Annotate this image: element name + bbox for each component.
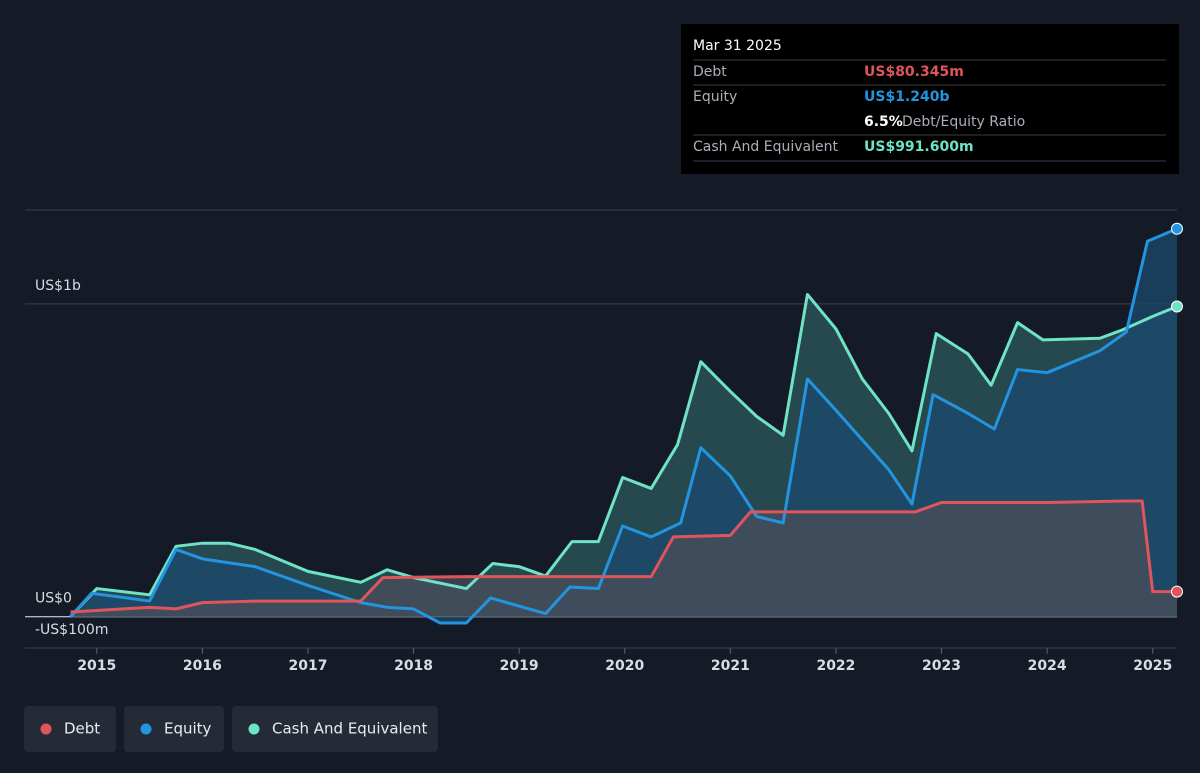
x-tick-label: 2016 bbox=[183, 658, 222, 674]
legend-item[interactable] bbox=[232, 706, 438, 752]
x-tick-label: 2022 bbox=[816, 658, 855, 674]
x-tick-label: 2018 bbox=[394, 658, 433, 674]
tooltip-ratio-label: Debt/Equity Ratio bbox=[902, 114, 1025, 130]
x-tick-label: 2025 bbox=[1133, 658, 1172, 674]
x-tick-label: 2017 bbox=[289, 658, 328, 674]
x-tick-label: 2020 bbox=[605, 658, 644, 674]
tooltip-ratio: 6.5% bbox=[864, 114, 903, 130]
end-dot bbox=[1171, 222, 1183, 235]
tooltip-value: US$1.240b bbox=[864, 89, 950, 105]
legend-swatch bbox=[140, 723, 152, 735]
tooltip-date: Mar 31 2025 bbox=[693, 38, 782, 54]
tooltip-value: US$991.600m bbox=[864, 139, 974, 155]
legend-label: Debt bbox=[64, 720, 100, 738]
line bbox=[69, 292, 1178, 618]
tooltip-box bbox=[681, 24, 1179, 174]
x-tick-label: 2023 bbox=[922, 658, 961, 674]
legend-swatch bbox=[248, 723, 260, 735]
tooltip-value: US$80.345m bbox=[864, 64, 964, 80]
line bbox=[70, 499, 1178, 614]
legend-label: Equity bbox=[164, 720, 212, 738]
legend-item[interactable] bbox=[24, 706, 116, 752]
y-tick-label: US$0 bbox=[35, 591, 72, 607]
legend-label: Cash And Equivalent bbox=[272, 720, 427, 738]
x-tick-label: 2021 bbox=[711, 658, 750, 674]
tooltip-label: Cash And Equivalent bbox=[693, 139, 838, 155]
y-tick-label: US$1b bbox=[35, 278, 81, 294]
legend-item[interactable] bbox=[124, 706, 224, 752]
legend-swatch bbox=[40, 723, 52, 735]
tooltip-label: Equity bbox=[693, 89, 737, 105]
x-tick-label: 2024 bbox=[1028, 658, 1067, 674]
x-tick-label: 2015 bbox=[77, 658, 116, 674]
area bbox=[70, 500, 1178, 617]
line bbox=[69, 227, 1178, 625]
legend: Debt Equity Cash And Equivalent bbox=[24, 706, 438, 752]
tooltip: Mar 31 2025 Debt US$80.345m Equity US$1.… bbox=[681, 24, 1179, 174]
end-dot bbox=[1171, 585, 1183, 598]
x-tick-label: 2019 bbox=[500, 658, 539, 674]
end-dot bbox=[1171, 300, 1183, 313]
tooltip-label: Debt bbox=[693, 64, 727, 80]
y-tick-label: -US$100m bbox=[35, 622, 108, 638]
